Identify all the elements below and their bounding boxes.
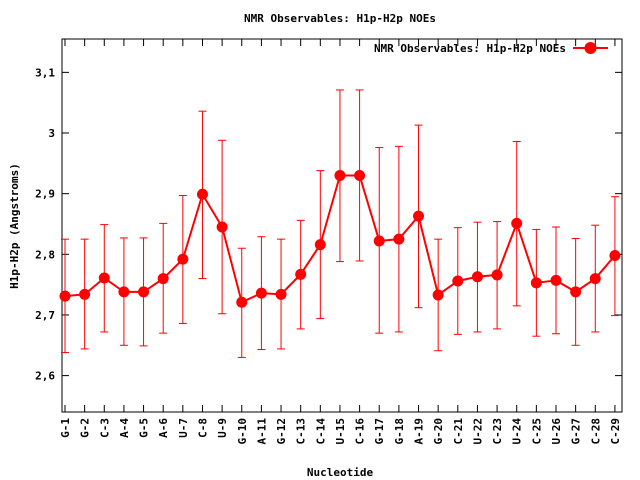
y-axis: 2,6 2,7 2,8 2,9 3 3,1 bbox=[35, 66, 622, 383]
x-tick-label: G-10 bbox=[236, 418, 249, 445]
data-point bbox=[196, 188, 208, 200]
x-axis-label: Nucleotide bbox=[307, 466, 374, 479]
data-point bbox=[157, 273, 169, 285]
chart-title: NMR Observables: H1p-H2p NOEs bbox=[244, 12, 436, 25]
y-tick-label: 2,7 bbox=[35, 309, 55, 322]
data-point bbox=[550, 274, 562, 286]
x-tick-label: C-28 bbox=[589, 418, 602, 445]
data-point bbox=[236, 296, 248, 308]
data-point bbox=[295, 268, 307, 280]
legend: NMR Observables: H1p-H2p NOEs bbox=[374, 42, 608, 55]
y-axis-label: H1p-H2p (Angstroms) bbox=[8, 163, 21, 289]
x-tick-label: U-22 bbox=[471, 418, 484, 445]
y-tick-label: 2,6 bbox=[35, 370, 55, 383]
data-point bbox=[255, 287, 267, 299]
x-tick-label: G-20 bbox=[432, 418, 445, 445]
data-point bbox=[530, 277, 542, 289]
data-point bbox=[570, 286, 582, 298]
data-point bbox=[413, 210, 425, 222]
data-point bbox=[177, 253, 189, 265]
x-tick-label: C-25 bbox=[530, 418, 543, 445]
x-tick-label: G-18 bbox=[393, 418, 406, 445]
x-tick-label: A-6 bbox=[157, 418, 170, 438]
x-tick-label: G-5 bbox=[138, 418, 151, 438]
plot-frame bbox=[61, 38, 623, 413]
legend-label: NMR Observables: H1p-H2p NOEs bbox=[374, 42, 566, 55]
x-tick-label: G-17 bbox=[373, 418, 386, 445]
x-tick-label: G-12 bbox=[275, 418, 288, 445]
data-point bbox=[118, 286, 130, 298]
y-tick-label: 2,9 bbox=[35, 188, 55, 201]
x-tick-label: C-13 bbox=[295, 418, 308, 445]
data-point bbox=[275, 288, 287, 300]
x-tick-label: C-14 bbox=[314, 418, 327, 445]
y-tick-label: 2,8 bbox=[35, 248, 55, 261]
x-tick-label: U-7 bbox=[177, 418, 190, 438]
data-point bbox=[373, 235, 385, 247]
data-point bbox=[216, 221, 228, 233]
data-point bbox=[471, 271, 483, 283]
x-tick-label: A-11 bbox=[255, 418, 268, 445]
data-point bbox=[393, 233, 405, 245]
data-point bbox=[98, 272, 110, 284]
y-tick-label: 3 bbox=[48, 127, 55, 140]
x-tick-label: G-2 bbox=[79, 418, 92, 438]
x-axis: G-1 G-2 C-3 A-4 G-5 A-6 U-7 C-8 U-9 G-10 A-11 G-12 C… bbox=[59, 39, 622, 445]
x-tick-label: A-19 bbox=[413, 418, 426, 445]
x-tick-label: U-15 bbox=[334, 418, 347, 445]
data-point bbox=[609, 250, 621, 262]
x-tick-label: G-27 bbox=[570, 418, 583, 445]
x-tick-label: C-8 bbox=[196, 418, 209, 438]
data-point bbox=[79, 288, 91, 300]
data-point bbox=[138, 286, 150, 298]
error-bars bbox=[61, 89, 619, 358]
x-tick-label: U-24 bbox=[511, 418, 524, 445]
y-tick-label: 3,1 bbox=[35, 66, 55, 79]
data-point bbox=[589, 273, 601, 285]
data-point bbox=[334, 169, 346, 181]
data-point bbox=[491, 269, 503, 281]
data-point bbox=[432, 289, 444, 301]
x-tick-label: U-9 bbox=[216, 418, 229, 438]
x-tick-label: C-21 bbox=[452, 418, 465, 445]
data-point bbox=[452, 275, 464, 287]
x-tick-label: A-4 bbox=[118, 418, 131, 438]
data-point bbox=[314, 239, 326, 251]
series-group bbox=[59, 169, 621, 308]
data-point bbox=[59, 290, 71, 302]
x-tick-label: C-23 bbox=[491, 418, 504, 445]
x-tick-label: C-29 bbox=[609, 418, 622, 445]
data-point bbox=[354, 169, 366, 181]
x-tick-label: C-3 bbox=[98, 418, 111, 438]
legend-swatch-marker bbox=[584, 42, 597, 54]
x-tick-label: U-26 bbox=[550, 418, 563, 445]
x-tick-label: C-16 bbox=[354, 418, 367, 445]
x-tick-label: G-1 bbox=[59, 418, 72, 438]
data-point bbox=[511, 217, 523, 229]
